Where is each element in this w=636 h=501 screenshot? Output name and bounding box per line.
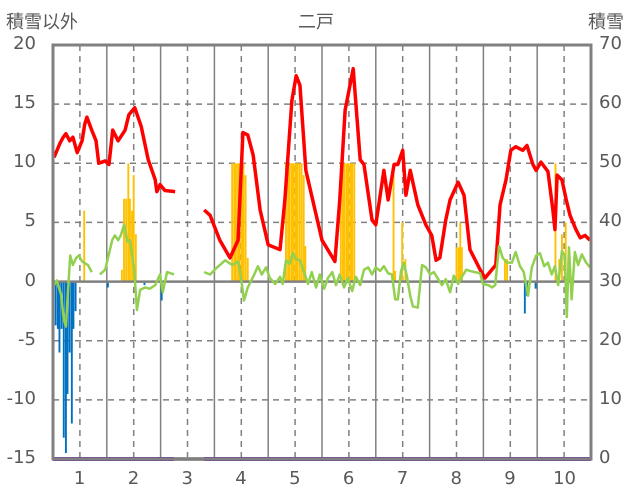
orange-bar (460, 247, 463, 282)
orange-bar (231, 163, 234, 282)
right-tick-label: 0 (599, 447, 611, 468)
orange-bar (132, 175, 135, 282)
blue-bar (54, 281, 57, 326)
orange-bar (83, 210, 86, 282)
orange-bar (123, 198, 125, 282)
x-tick-label: 10 (553, 468, 576, 489)
right-axis-title: 積雪 (588, 12, 624, 33)
blue-bar (534, 281, 537, 289)
left-tick-label: 5 (24, 210, 36, 232)
orange-bar (353, 163, 356, 282)
plot-frame (51, 43, 593, 461)
x-tick-label: 1 (73, 468, 86, 489)
green-line (52, 254, 93, 328)
orange-bar (120, 269, 123, 282)
blue-bar (106, 281, 109, 288)
orange-bar (302, 175, 305, 282)
red-line (52, 105, 176, 194)
x-tick-label: 3 (181, 468, 193, 489)
right-tick-label: 40 (599, 210, 622, 232)
orange-bar (349, 163, 352, 282)
left-tick-label: 20 (13, 33, 36, 54)
blue-bar (66, 281, 69, 394)
orange-bar (345, 163, 348, 282)
x-tick-label: 8 (450, 468, 462, 489)
right-tick-label: 10 (599, 387, 622, 409)
orange-bar (304, 246, 307, 282)
blue-bar (62, 281, 65, 438)
blue-bar (58, 281, 61, 353)
orange-bar (240, 163, 243, 282)
orange-bar (342, 163, 344, 282)
x-tick-label: 5 (289, 468, 301, 489)
orange-bar (347, 163, 350, 282)
blue-bar (523, 281, 526, 314)
blue-bar (56, 281, 59, 329)
orange-bar (292, 163, 295, 282)
right-tick-label: 20 (599, 328, 622, 350)
orange-bar (290, 163, 293, 282)
orange-bar (459, 222, 462, 282)
orange-bar (564, 222, 567, 282)
orange-bar (234, 163, 237, 282)
red-line (203, 66, 592, 280)
x-tick-label: 7 (396, 468, 409, 489)
blue-bar (68, 281, 71, 353)
orange-bar (287, 163, 290, 282)
orange-bar (343, 163, 346, 282)
orange-bar (294, 163, 297, 282)
orange-bar (503, 259, 506, 282)
right-tick-label: 60 (599, 92, 622, 114)
left-tick-label: 0 (24, 269, 36, 291)
orange-bar (131, 210, 134, 282)
chart-title: 二戸 (298, 12, 334, 33)
orange-bar (244, 175, 247, 282)
blue-bar (72, 281, 75, 329)
x-tick-label: 2 (127, 468, 140, 489)
left-tick-label: 10 (13, 151, 36, 173)
orange-bar (457, 247, 460, 282)
orange-bar (298, 163, 301, 282)
orange-bar (285, 163, 287, 282)
left-tick-label: -15 (6, 447, 36, 468)
orange-bar (339, 163, 342, 282)
orange-bar (233, 163, 236, 282)
x-tick-label: 4 (235, 468, 247, 489)
blue-bar (74, 281, 77, 312)
blue-bar (64, 281, 67, 454)
left-tick-label: -5 (18, 328, 36, 350)
green-line (98, 223, 175, 312)
orange-bar (242, 163, 245, 282)
orange-bar (288, 163, 291, 282)
blue-bar (70, 281, 73, 424)
right-tick-label: 50 (599, 151, 622, 173)
orange-bar (134, 234, 137, 282)
left-tick-label: 15 (13, 92, 36, 114)
orange-bar (296, 163, 299, 282)
orange-bar (506, 259, 509, 282)
orange-bar (351, 163, 354, 282)
right-tick-label: 30 (599, 269, 622, 291)
blue-bar (143, 281, 146, 286)
green-line (203, 244, 591, 319)
left-axis-title: 積雪以外 (6, 12, 78, 33)
orange-bar (127, 163, 130, 282)
x-tick-label: 9 (504, 468, 516, 489)
orange-bar (392, 163, 395, 282)
x-tick-label: 6 (342, 468, 355, 489)
orange-bar (401, 222, 404, 282)
right-tick-label: 70 (599, 33, 622, 54)
orange-bar (300, 163, 303, 282)
left-tick-label: -10 (6, 387, 36, 409)
orange-bar (455, 247, 458, 282)
orange-bar (246, 257, 249, 282)
orange-bar (394, 270, 397, 282)
